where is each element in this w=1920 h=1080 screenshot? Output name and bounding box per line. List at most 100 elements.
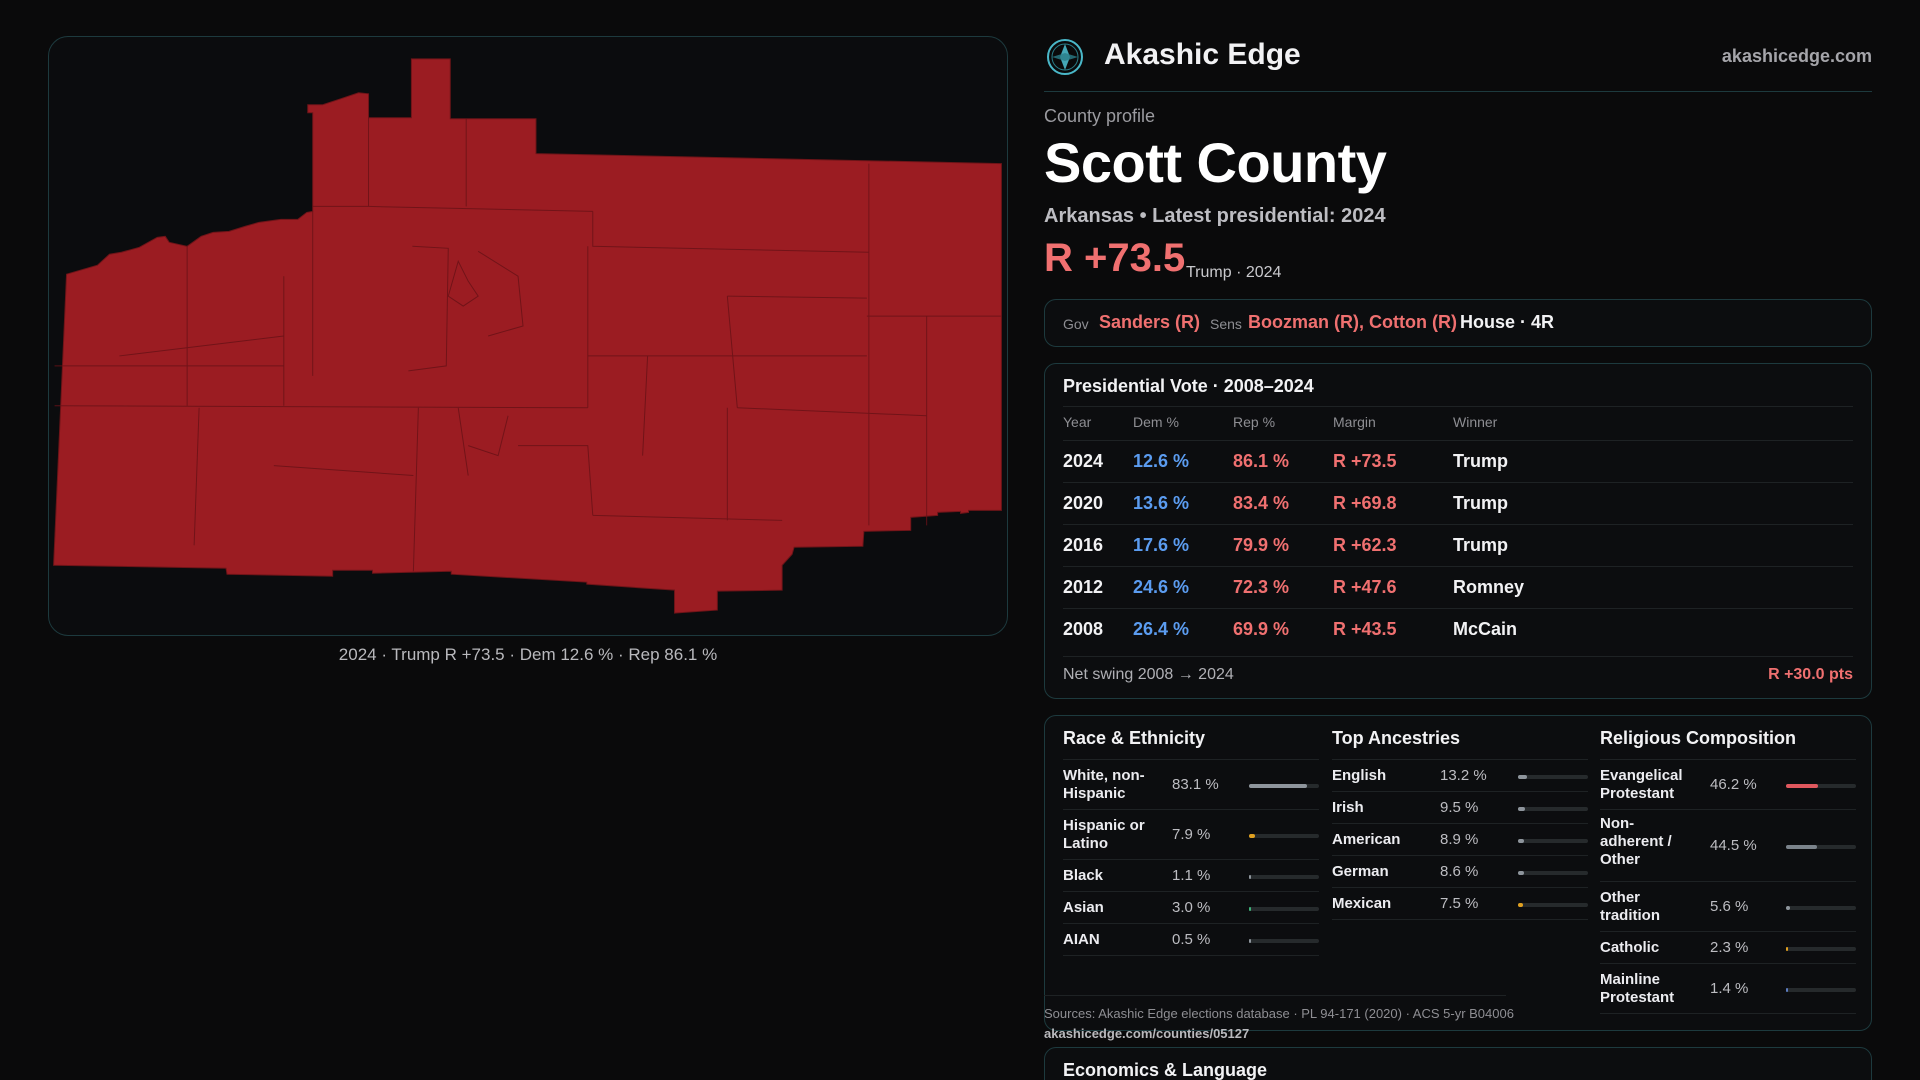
race-name: Hispanic or Latino [1063,817,1145,852]
col-winner: Winner [1453,414,1498,430]
religion-name: Evangelical Protestant [1600,767,1683,802]
race-bar [1249,784,1319,788]
row-winner: McCain [1453,619,1518,639]
brand-site-link[interactable]: akashicedge.com [1721,46,1872,66]
house-value: House · 4R [1460,312,1555,332]
religion-row: Evangelical Protestant 46.2 % [1600,760,1856,810]
economics-title: Economics & Language [1063,1060,1268,1080]
economics-card: Economics & Language [1044,1047,1872,1080]
ancestry-name: American [1332,831,1401,848]
county-map-panel [48,36,1008,636]
sources-text: Sources: Akashic Edge elections database… [1044,1006,1514,1021]
row-dem: 26.4 % [1133,619,1190,639]
ancestry-bar-fill [1518,903,1524,907]
religion-row: Catholic 2.3 % [1600,932,1856,964]
latest-margin-note: Trump · 2024 [1186,264,1282,281]
ancestry-bar [1518,807,1588,811]
ancestry-row: Irish 9.5 % [1332,792,1588,824]
row-winner: Trump [1453,493,1509,513]
brand-name[interactable]: Akashic Edge [1104,38,1301,71]
latest-margin: R +73.5 [1044,236,1186,280]
section-eyebrow: County profile [1044,106,1156,126]
ancestry-column: Top Ancestries English 13.2 % Irish 9.5 % Am… [1332,728,1588,920]
ancestry-pct: 9.5 % [1440,799,1479,816]
ancestry-title: Top Ancestries [1332,728,1588,760]
page-title: Scott County [1044,131,1387,194]
table-row: 2020 13.6 % 83.4 % R +69.8 Trump [1063,482,1853,524]
race-bar-fill [1249,834,1255,838]
religion-name: Other tradition [1600,889,1660,924]
religion-title: Religious Composition [1600,728,1856,760]
source-url-link[interactable]: akashicedge.com/counties/05127 [1044,1026,1250,1041]
ancestry-name: Irish [1332,799,1364,816]
row-rep: 86.1 % [1233,451,1290,471]
race-title: Race & Ethnicity [1063,728,1319,760]
religion-bar [1786,784,1856,788]
religion-name: Catholic [1600,939,1660,956]
row-year: 2016 [1063,535,1104,555]
race-bar [1249,907,1319,911]
religion-column: Religious Composition Evangelical Protes… [1600,728,1856,1014]
brand-bar: Akashic Edge akashicedge.com [1044,30,1872,92]
race-bar-fill [1249,875,1251,879]
ancestry-bar-fill [1518,839,1525,843]
religion-bar-fill [1786,784,1819,788]
race-pct: 1.1 % [1172,867,1211,884]
page-subtitle: Arkansas • Latest presidential: 2024 [1044,205,1386,227]
ancestry-bar [1518,775,1588,779]
net-swing-label: Net swing 2008 → 2024 [1063,666,1234,683]
race-bar [1249,834,1319,838]
ancestry-row: American 8.9 % [1332,824,1588,856]
row-rep: 69.9 % [1233,619,1290,639]
row-year: 2020 [1063,493,1104,513]
race-pct: 7.9 % [1172,826,1211,843]
religion-bar [1786,988,1856,992]
ancestry-row: German 8.6 % [1332,856,1588,888]
race-bar-fill [1249,939,1251,943]
race-name: AIAN [1063,931,1100,948]
row-margin: R +69.8 [1333,493,1397,513]
race-name: White, non-Hispanic [1063,767,1145,802]
ancestry-bar [1518,903,1588,907]
ancestry-pct: 8.6 % [1440,863,1479,880]
row-dem: 12.6 % [1133,451,1190,471]
sens-value: Boozman (R), Cotton (R) [1248,312,1457,332]
demographics-card: Race & Ethnicity White, non-Hispanic 83.1… [1044,715,1872,1031]
row-winner: Trump [1453,535,1509,555]
ancestry-bar-fill [1518,807,1525,811]
religion-row: Mainline Protestant 1.4 % [1600,964,1856,1014]
col-rep: Rep % [1233,414,1276,430]
religion-bar-fill [1786,906,1790,910]
race-list: White, non-Hispanic 83.1 % Hispanic or Lat… [1063,760,1319,956]
table-row: 2008 26.4 % 69.9 % R +43.5 McCain [1063,608,1853,650]
ancestry-name: Mexican [1332,895,1392,912]
officials-bar: Gov Sanders (R) Sens Boozman (R), Cotton… [1044,299,1872,347]
race-pct: 0.5 % [1172,931,1211,948]
religion-pct: 44.5 % [1710,837,1757,854]
ancestry-name: English [1332,767,1387,784]
county-shape[interactable] [53,58,1002,614]
row-margin: R +73.5 [1333,451,1397,471]
religion-pct: 5.6 % [1710,898,1749,915]
row-dem: 17.6 % [1133,535,1190,555]
county-profile-panel: Akashic Edge akashicedge.com County prof… [1044,0,1872,1080]
religion-pct: 1.4 % [1710,980,1749,997]
religion-bar-fill [1786,845,1818,849]
table-row: 2016 17.6 % 79.9 % R +62.3 Trump [1063,524,1853,566]
row-year: 2012 [1063,577,1104,597]
col-dem: Dem % [1133,414,1179,430]
ancestry-row: Mexican 7.5 % [1332,888,1588,920]
ancestry-pct: 13.2 % [1440,767,1487,784]
col-margin: Margin [1333,414,1376,430]
township-boundaries [54,117,1002,572]
ancestry-bar-fill [1518,775,1528,779]
net-swing-value: R +30.0 pts [1768,666,1853,683]
race-row: White, non-Hispanic 83.1 % [1063,760,1319,810]
ancestry-pct: 8.9 % [1440,831,1479,848]
county-map[interactable] [49,37,1007,635]
religion-pct: 2.3 % [1710,939,1749,956]
sens-label: Sens [1210,316,1242,332]
religion-row: Non-adherent / Other 44.5 % [1600,810,1856,882]
gov-value: Sanders (R) [1099,312,1201,332]
row-dem: 24.6 % [1133,577,1190,597]
